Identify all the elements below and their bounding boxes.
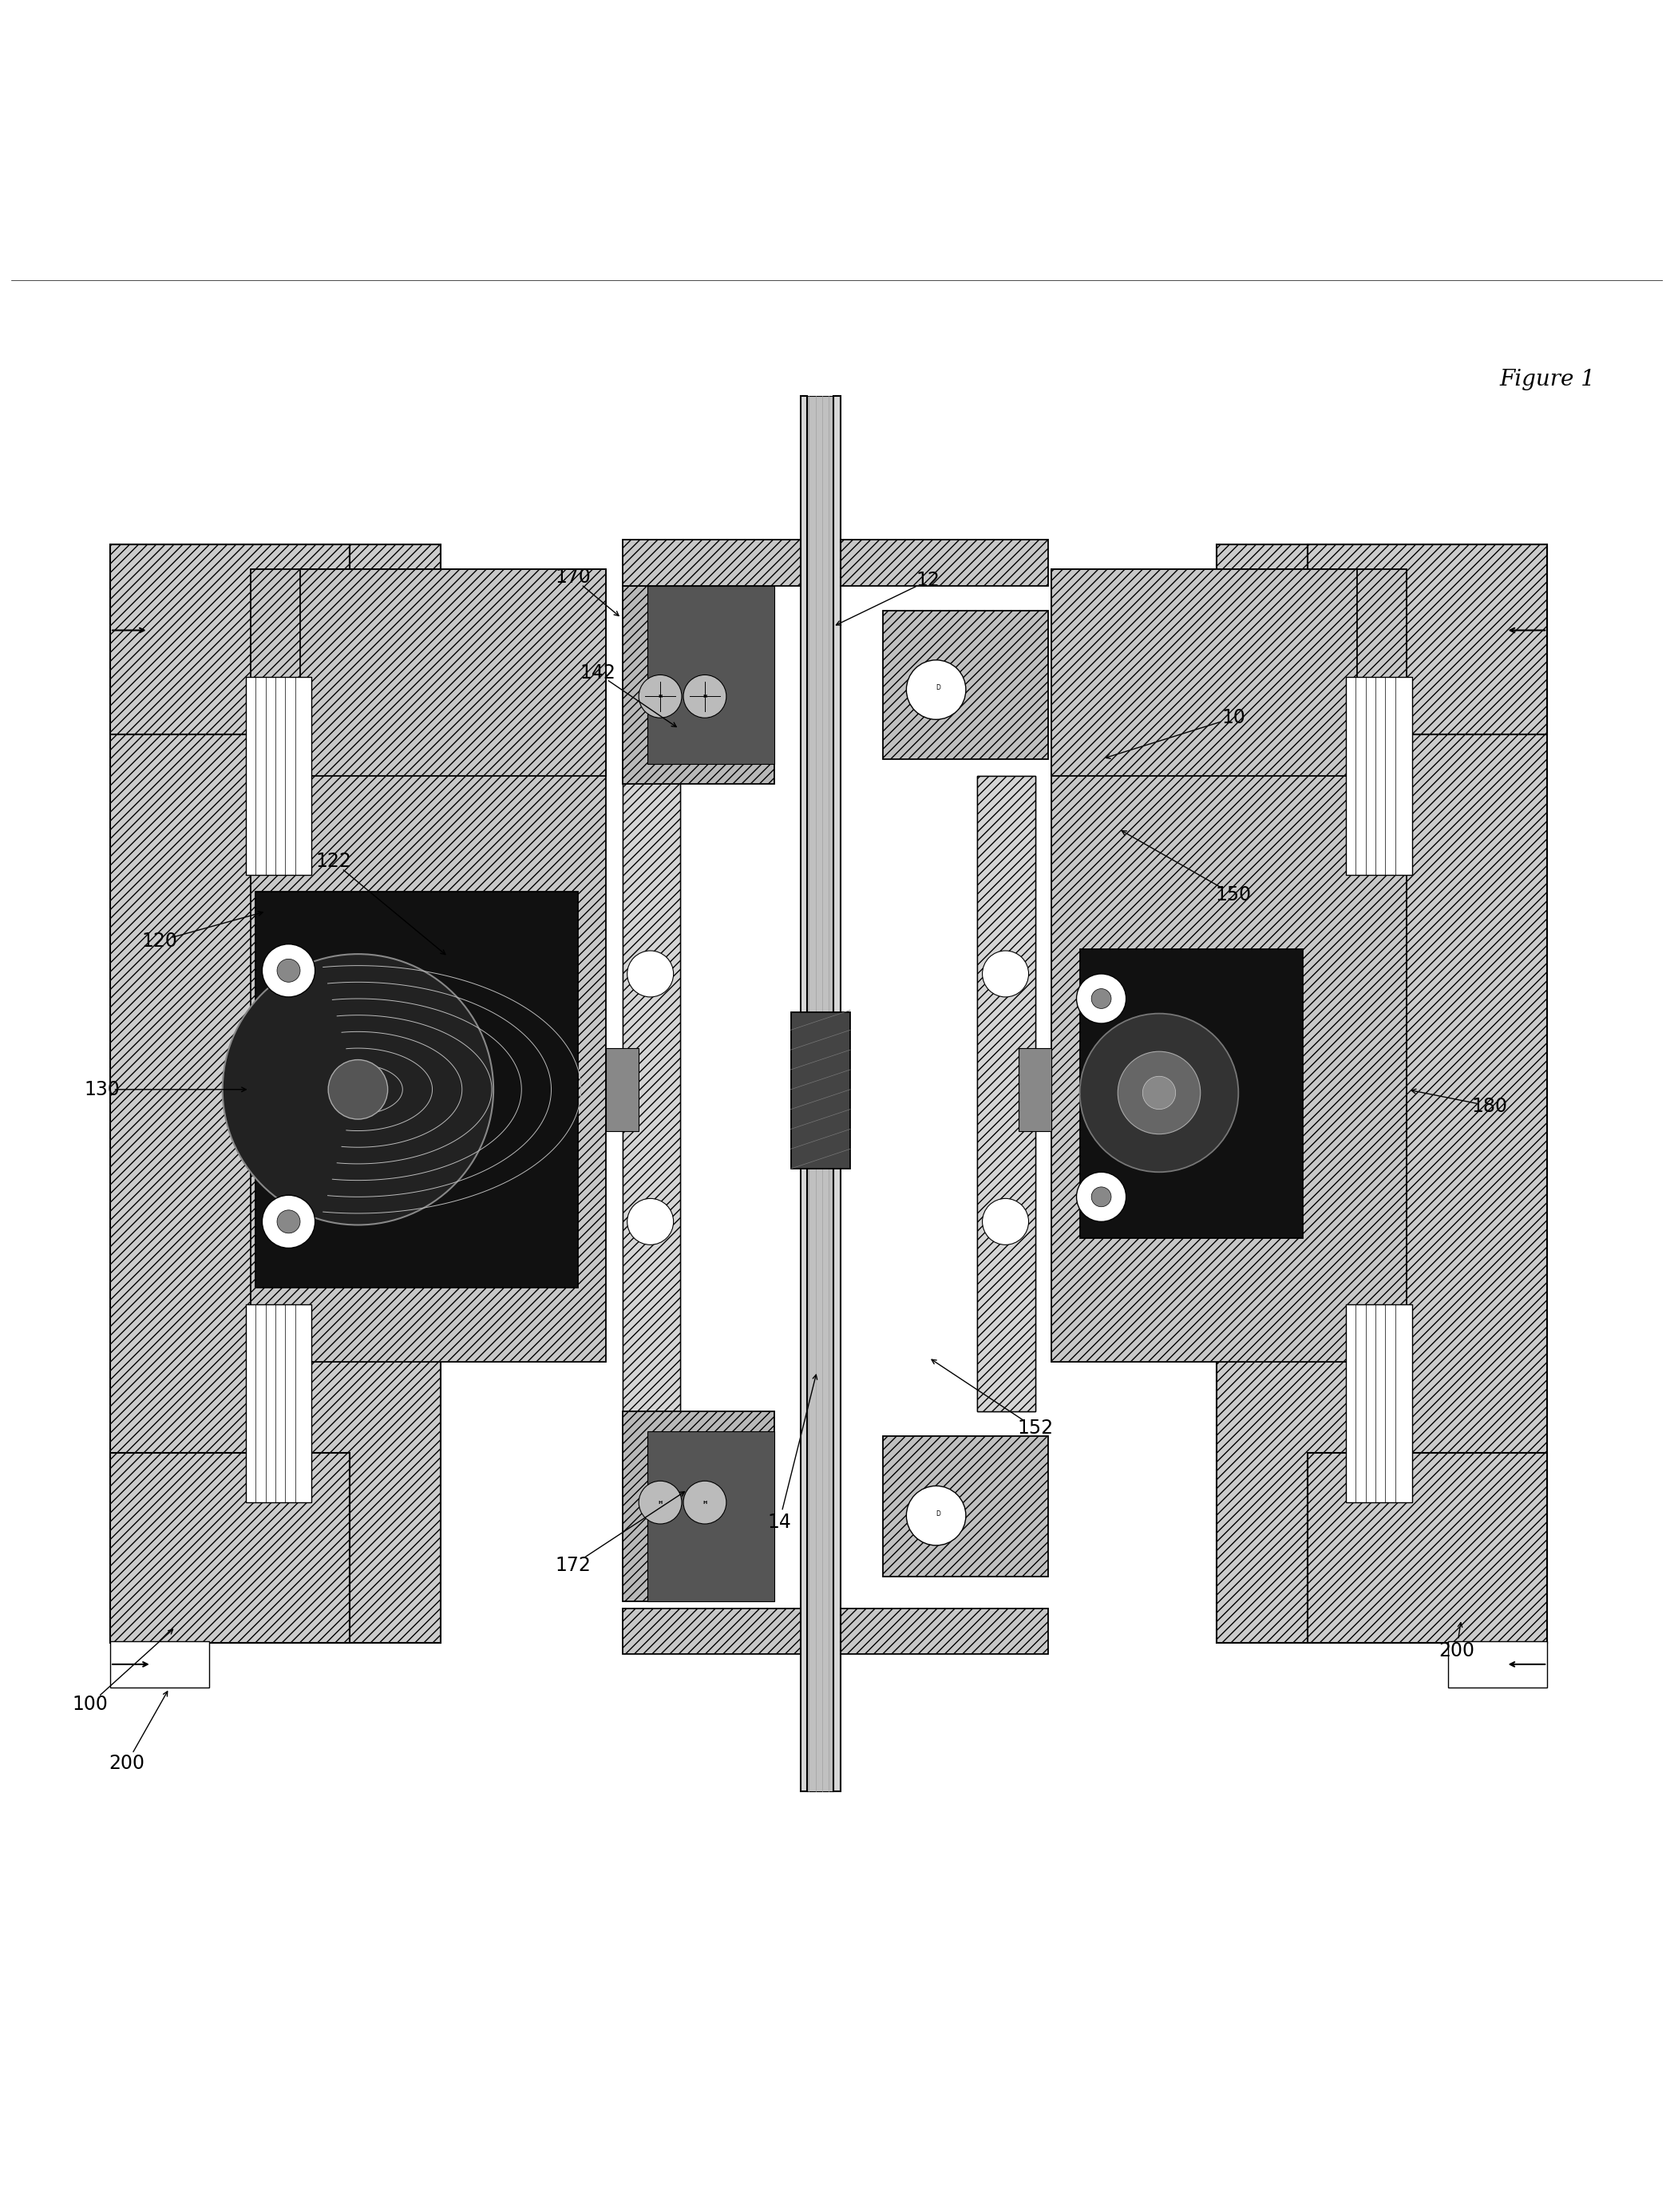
Circle shape — [683, 1482, 727, 1524]
Text: 14: 14 — [767, 1513, 792, 1533]
Text: 100: 100 — [72, 1694, 109, 1714]
Bar — [623, 776, 680, 1411]
Bar — [790, 1011, 850, 1168]
Circle shape — [639, 675, 681, 719]
Text: 122: 122 — [315, 852, 352, 872]
Circle shape — [263, 1194, 315, 1248]
Bar — [884, 611, 1048, 759]
Bar — [1346, 677, 1411, 874]
Text: 120: 120 — [142, 931, 177, 951]
Bar — [110, 544, 440, 1644]
Bar — [834, 396, 840, 1792]
Bar — [110, 544, 350, 734]
Text: H: H — [658, 695, 663, 699]
Circle shape — [1076, 1172, 1127, 1221]
Bar — [648, 586, 775, 763]
Circle shape — [276, 1210, 300, 1232]
Bar — [978, 776, 1035, 1411]
Bar — [606, 1048, 639, 1130]
Circle shape — [1091, 1188, 1112, 1208]
Circle shape — [683, 675, 727, 719]
Bar — [1019, 1048, 1051, 1130]
Text: 170: 170 — [554, 568, 591, 586]
Bar — [246, 677, 311, 874]
Bar — [623, 1608, 1048, 1655]
Text: 152: 152 — [1018, 1418, 1053, 1438]
Bar — [623, 1411, 775, 1601]
Text: D: D — [936, 684, 941, 692]
Circle shape — [1143, 1077, 1175, 1108]
Bar — [648, 1431, 775, 1601]
Text: 200: 200 — [109, 1754, 144, 1774]
Circle shape — [1076, 973, 1127, 1024]
Bar — [884, 1436, 1048, 1577]
Text: 172: 172 — [554, 1555, 591, 1575]
Text: H: H — [658, 1500, 663, 1504]
Bar — [1080, 949, 1302, 1239]
Circle shape — [628, 1199, 673, 1245]
Bar — [256, 891, 578, 1287]
Text: 12: 12 — [916, 571, 939, 591]
Circle shape — [639, 1482, 681, 1524]
Bar — [110, 1641, 209, 1688]
Bar — [800, 396, 807, 1792]
Text: H: H — [703, 695, 706, 699]
Bar — [1217, 544, 1547, 1644]
Bar — [1346, 1305, 1411, 1502]
Circle shape — [1080, 1013, 1239, 1172]
Circle shape — [983, 951, 1028, 998]
Bar — [623, 776, 680, 1411]
Bar — [110, 1453, 350, 1644]
Text: 200: 200 — [1438, 1641, 1475, 1661]
Bar — [1051, 568, 1406, 1363]
Circle shape — [983, 1199, 1028, 1245]
Bar — [1307, 544, 1547, 734]
Bar — [1307, 1453, 1547, 1644]
Bar — [300, 568, 606, 776]
Circle shape — [263, 945, 315, 998]
Bar — [251, 568, 606, 1363]
Circle shape — [906, 659, 966, 719]
Circle shape — [906, 1486, 966, 1546]
Text: 130: 130 — [84, 1079, 121, 1099]
Bar — [1448, 1641, 1547, 1688]
Text: H: H — [703, 1500, 706, 1504]
Text: 10: 10 — [1222, 708, 1245, 728]
Bar — [623, 540, 1048, 586]
Circle shape — [328, 1060, 388, 1119]
Circle shape — [276, 960, 300, 982]
Circle shape — [1091, 989, 1112, 1009]
Bar — [978, 776, 1035, 1411]
Bar — [623, 586, 775, 783]
Circle shape — [223, 953, 494, 1225]
Text: Figure 1: Figure 1 — [1500, 369, 1595, 389]
Text: 180: 180 — [1471, 1097, 1507, 1115]
Text: D: D — [936, 1511, 941, 1517]
Circle shape — [628, 951, 673, 998]
Bar — [246, 1305, 311, 1502]
Text: 142: 142 — [579, 664, 616, 684]
Text: 150: 150 — [1215, 885, 1252, 905]
Bar — [807, 396, 834, 1792]
Bar — [1051, 568, 1358, 776]
Circle shape — [1118, 1051, 1200, 1135]
